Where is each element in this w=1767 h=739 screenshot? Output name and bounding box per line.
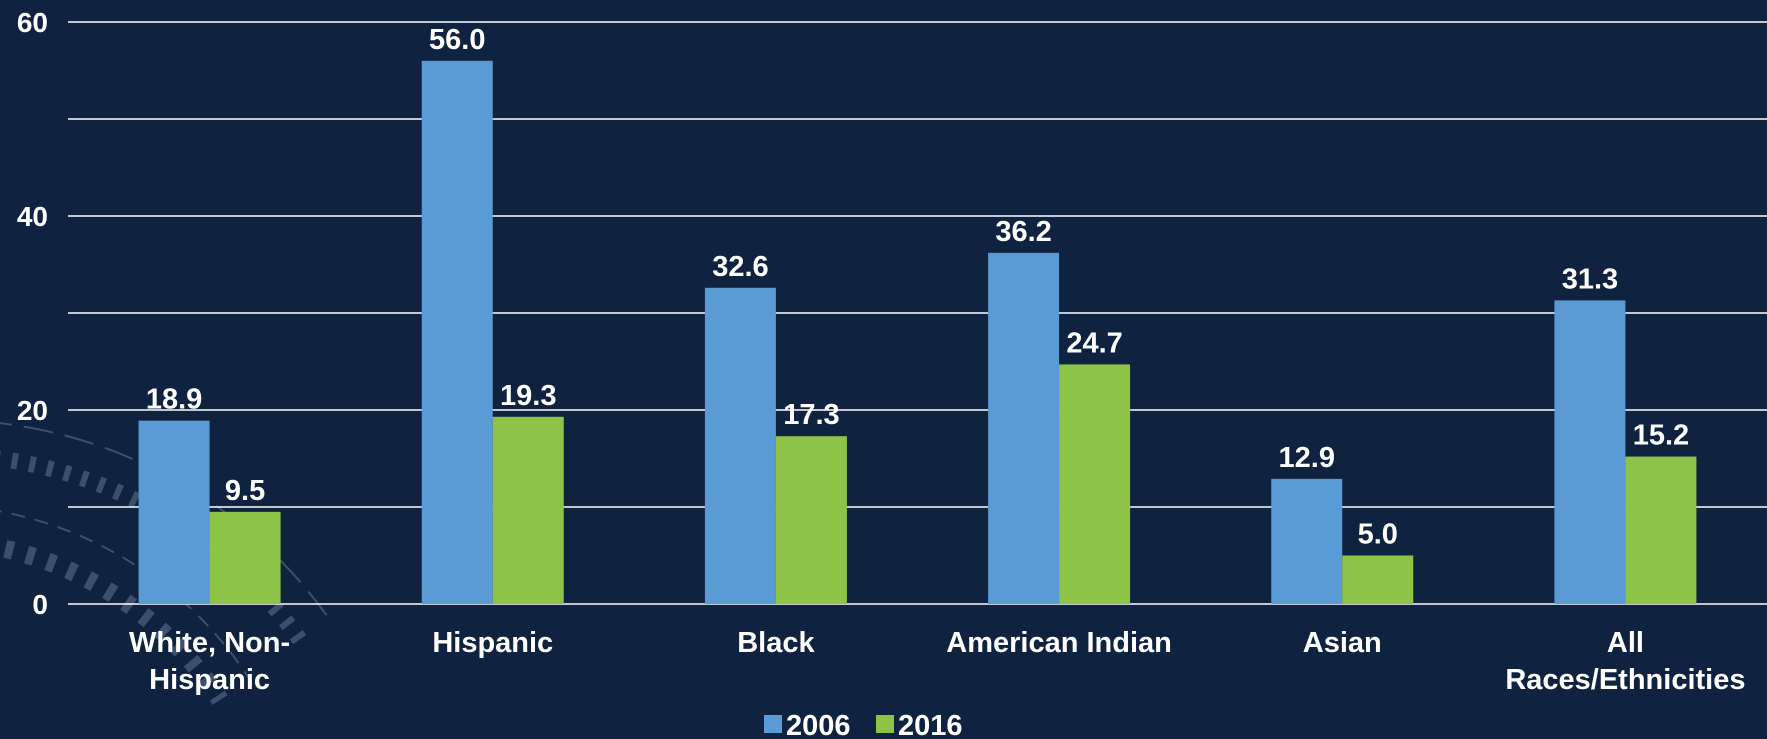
bar-2006 xyxy=(1271,478,1343,604)
bar-2016 xyxy=(1342,555,1414,604)
data-label: 31.3 xyxy=(1562,263,1618,295)
bar-2006 xyxy=(988,252,1060,605)
data-label: 56.0 xyxy=(429,24,485,56)
x-category-label: All xyxy=(1607,627,1644,659)
data-label: 9.5 xyxy=(225,475,265,507)
x-category-label: Hispanic xyxy=(149,664,270,696)
legend-label: 2016 xyxy=(898,710,963,739)
x-category-label: American Indian xyxy=(946,627,1172,659)
x-category-label: Hispanic xyxy=(432,627,553,659)
data-label: 36.2 xyxy=(995,216,1051,248)
bar-2006 xyxy=(421,60,493,605)
data-label: 12.9 xyxy=(1279,442,1335,474)
y-axis-ticks: 0 20 40 60 xyxy=(17,7,48,620)
legend-swatch xyxy=(876,715,894,733)
bar-2006 xyxy=(704,287,776,604)
legend: 2006 2016 xyxy=(764,710,963,739)
bar-2016 xyxy=(1625,456,1697,604)
x-category-label: Asian xyxy=(1303,627,1382,659)
legend-label: 2006 xyxy=(786,710,851,739)
data-label: 32.6 xyxy=(712,251,768,283)
bar-2006 xyxy=(1554,300,1626,604)
y-tick-label: 40 xyxy=(17,201,48,232)
y-tick-label: 60 xyxy=(17,7,48,38)
bar-2016 xyxy=(1059,364,1131,604)
bar-2016 xyxy=(209,511,281,604)
data-label: 5.0 xyxy=(1358,519,1398,551)
data-label: 15.2 xyxy=(1633,420,1689,452)
gridlines xyxy=(68,21,1767,605)
x-axis-categories: White, Non- Hispanic Hispanic Black American… xyxy=(129,627,1745,696)
data-label: 24.7 xyxy=(1066,327,1122,359)
data-label: 18.9 xyxy=(146,384,202,416)
data-label: 17.3 xyxy=(783,399,839,431)
x-category-label: White, Non- xyxy=(129,627,290,659)
bars: 18.9 56.0 32.6 36.2 12.9 31.3 9.5 19.3 17.3 24.7 5… xyxy=(138,24,1697,605)
bar-2016 xyxy=(775,436,847,604)
y-tick-label: 20 xyxy=(17,395,48,426)
legend-swatch xyxy=(764,715,782,733)
bar-2016 xyxy=(492,416,564,604)
data-label: 19.3 xyxy=(500,380,556,412)
x-category-label: Black xyxy=(737,627,815,659)
y-tick-label: 0 xyxy=(32,589,48,620)
bar-2006 xyxy=(138,420,210,604)
x-category-label: Races/Ethnicities xyxy=(1505,664,1745,696)
